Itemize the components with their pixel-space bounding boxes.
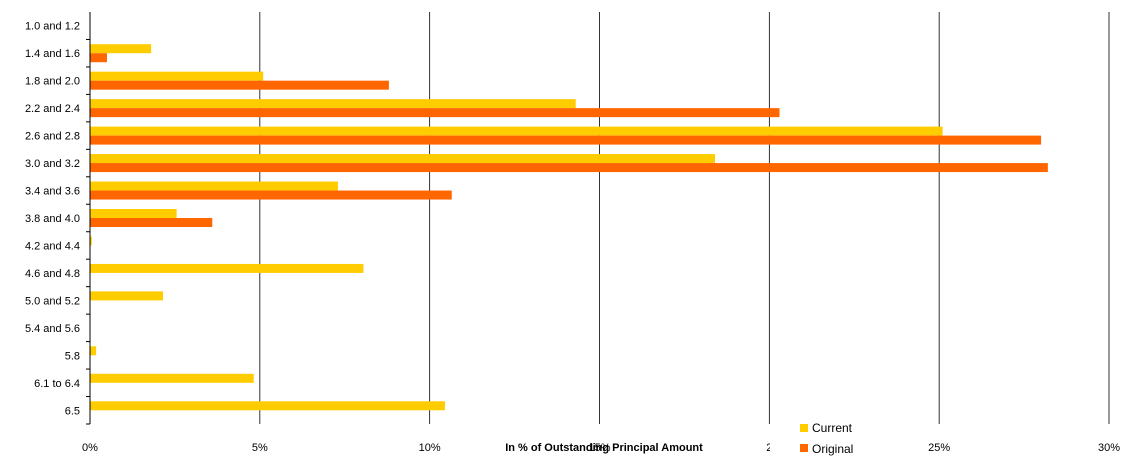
- y-tick-label: 5.0 and 5.2: [25, 295, 80, 307]
- x-tick-label: 10%: [419, 442, 441, 454]
- y-tick-label: 4.2 and 4.4: [25, 240, 80, 252]
- bar-current: [90, 374, 254, 383]
- y-tick-label: 2.2 and 2.4: [25, 103, 80, 115]
- legend-label-current: Current: [812, 421, 853, 435]
- legend-label-original: Original: [812, 442, 853, 456]
- y-tick-label: 6.5: [65, 405, 80, 417]
- x-tick-label: 5%: [252, 442, 268, 454]
- y-tick-label: 3.0 and 3.2: [25, 158, 80, 170]
- bar-current: [90, 264, 363, 273]
- bar-original: [90, 218, 212, 227]
- bar-original: [90, 81, 389, 90]
- x-axis-title: In % of Outstanding Principal Amount: [505, 442, 703, 454]
- bar-current: [90, 182, 338, 191]
- y-tick-label: 1.0 and 1.2: [25, 21, 80, 33]
- bar-original: [90, 53, 107, 62]
- bar-current: [90, 99, 576, 108]
- legend-swatch-original: [800, 444, 808, 452]
- y-axis-labels: 1.0 and 1.2 1.4 and 1.6 1.8 and 2.0 2.2 and…: [25, 21, 80, 418]
- bars: [90, 44, 1048, 410]
- bar-current: [90, 72, 263, 81]
- x-tick-label: 30%: [1098, 442, 1120, 454]
- y-tick-label: 4.6 and 4.8: [25, 268, 80, 280]
- bar-current: [90, 346, 96, 355]
- bar-current: [90, 401, 445, 410]
- y-tick-label: 1.8 and 2.0: [25, 76, 80, 88]
- bar-current: [90, 291, 163, 300]
- bar-original: [90, 163, 1048, 172]
- legend-swatch-current: [800, 424, 808, 432]
- bar-original: [90, 108, 780, 117]
- y-tick-label: 3.8 and 4.0: [25, 213, 80, 225]
- y-tick-label: 3.4 and 3.6: [25, 186, 80, 198]
- bar-original: [90, 191, 452, 200]
- y-tick-label: 2.6 and 2.8: [25, 131, 80, 143]
- bar-original: [90, 136, 1041, 145]
- y-tick-label: 5.4 and 5.6: [25, 323, 80, 335]
- y-tick-label: 1.4 and 1.6: [25, 48, 80, 60]
- bar-current: [90, 127, 943, 136]
- x-tick-label: 0%: [82, 442, 98, 454]
- bar-current: [90, 44, 151, 53]
- bar-current: [90, 209, 177, 218]
- y-tick-label: 5.8: [65, 350, 80, 362]
- bar-current: [90, 154, 715, 163]
- gridlines: [260, 12, 1109, 424]
- y-axis: [86, 12, 90, 424]
- x-tick-label: 25%: [928, 442, 950, 454]
- y-tick-label: 6.1 to 6.4: [34, 378, 80, 390]
